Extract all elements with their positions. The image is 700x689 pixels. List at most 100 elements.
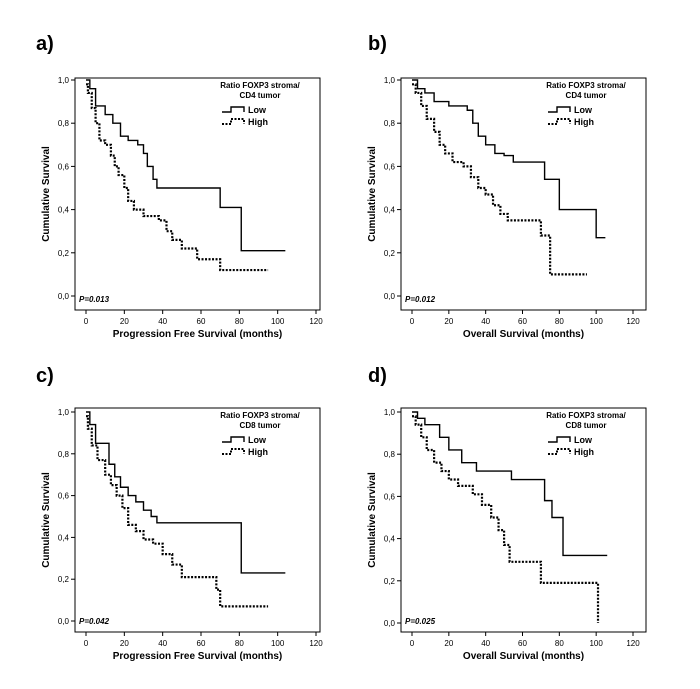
x-tick-label: 40	[481, 317, 490, 326]
km-curve-low	[412, 411, 608, 557]
y-tick-label: 1,0	[58, 408, 70, 417]
y-tick-label: 0,0	[384, 619, 396, 628]
km-curve-high	[412, 415, 600, 623]
panel-label: c)	[36, 365, 54, 387]
x-tick-label: 20	[444, 317, 453, 326]
y-tick-label: 0,2	[384, 249, 396, 258]
x-tick-label: 20	[120, 317, 129, 326]
x-tick-label: 80	[555, 639, 564, 648]
y-tick-label: 0,0	[58, 292, 70, 301]
panel-label: a)	[36, 33, 54, 55]
km-curve-low	[412, 79, 606, 239]
km-panel-2: b) 0,0 0,2 0,4 0,6 0,8 1,0 0 20 40 60 80 100 120 Overa…	[367, 33, 647, 340]
km-curve-high	[86, 415, 269, 608]
x-tick-label: 60	[518, 317, 527, 326]
y-tick-label: 0,8	[384, 450, 396, 459]
legend-title: CD8 tumor	[240, 421, 281, 430]
x-tick-label: 100	[271, 639, 285, 648]
y-tick-label: 0,0	[58, 617, 70, 626]
x-tick-label: 40	[481, 639, 490, 648]
legend-title: Ratio FOXP3 stroma/	[220, 411, 300, 420]
p-value-label: P=0.025	[405, 617, 436, 626]
y-axis-title: Cumulative Survival	[41, 146, 52, 242]
y-tick-label: 1,0	[384, 408, 396, 417]
y-tick-label: 0,4	[384, 535, 396, 544]
x-tick-label: 20	[120, 639, 129, 648]
y-tick-label: 0,4	[58, 533, 70, 542]
km-curve-high	[86, 83, 269, 272]
y-tick-label: 1,0	[58, 76, 70, 85]
legend-label-low: Low	[248, 105, 267, 115]
x-tick-label: 100	[589, 639, 603, 648]
x-tick-label: 120	[309, 317, 323, 326]
legend-label-low: Low	[574, 435, 593, 445]
legend-swatch-low	[222, 106, 245, 113]
p-value-label: P=0.012	[405, 295, 436, 304]
legend-label-high: High	[248, 447, 268, 457]
legend-label-low: Low	[574, 105, 593, 115]
x-tick-label: 0	[84, 317, 89, 326]
km-curve-high	[412, 83, 587, 276]
km-curve-low	[86, 79, 286, 252]
x-tick-label: 100	[589, 317, 603, 326]
x-tick-label: 0	[410, 639, 415, 648]
plot-frame	[400, 407, 647, 633]
x-tick-label: 120	[309, 639, 323, 648]
y-tick-label: 0,6	[384, 492, 396, 501]
x-tick-label: 80	[235, 639, 244, 648]
y-tick-label: 0,2	[384, 577, 396, 586]
plot-frame	[74, 407, 321, 633]
km-curve-low	[86, 411, 286, 574]
y-tick-label: 0,2	[58, 575, 70, 584]
x-axis-title: Overall Survival (months)	[463, 329, 584, 340]
p-value-label: P=0.042	[79, 617, 110, 626]
x-tick-label: 100	[271, 317, 285, 326]
y-axis-title: Cumulative Survival	[41, 472, 52, 568]
legend-swatch-low	[222, 436, 245, 443]
x-axis-title: Progression Free Survival (months)	[113, 651, 283, 662]
km-panel-4: d) 0,0 0,2 0,4 0,6 0,8 1,0 0 20 40 60 80 100 120 Overa…	[367, 365, 647, 662]
y-axis-title: Cumulative Survival	[367, 472, 378, 568]
legend-label-high: High	[574, 117, 594, 127]
legend-title: Ratio FOXP3 stroma/	[546, 81, 626, 90]
y-axis-title: Cumulative Survival	[367, 146, 378, 242]
y-tick-label: 0,4	[384, 206, 396, 215]
x-tick-label: 80	[235, 317, 244, 326]
legend-swatch-high	[222, 448, 245, 455]
legend-label-low: Low	[248, 435, 267, 445]
legend-title: CD8 tumor	[566, 421, 607, 430]
x-tick-label: 40	[158, 317, 167, 326]
km-panel-1: a) 0,0 0,2 0,4 0,6 0,8 1,0 0 20 40 60 80 100 120 Progr…	[36, 33, 323, 340]
legend-label-high: High	[248, 117, 268, 127]
y-tick-label: 0,8	[384, 119, 396, 128]
y-tick-label: 1,0	[384, 76, 396, 85]
x-tick-label: 0	[410, 317, 415, 326]
plot-frame	[400, 77, 647, 311]
legend-label-high: High	[574, 447, 594, 457]
y-tick-label: 0,6	[58, 492, 70, 501]
x-tick-label: 60	[518, 639, 527, 648]
y-tick-label: 0,8	[58, 450, 70, 459]
x-tick-label: 60	[197, 639, 206, 648]
x-tick-label: 80	[555, 317, 564, 326]
y-tick-label: 0,6	[58, 162, 70, 171]
legend-swatch-high	[222, 118, 245, 125]
legend-title: Ratio FOXP3 stroma/	[220, 81, 300, 90]
x-tick-label: 0	[84, 639, 89, 648]
legend-title: CD4 tumor	[566, 91, 607, 100]
p-value-label: P=0.013	[79, 295, 110, 304]
legend-swatch-high	[548, 118, 571, 125]
legend-swatch-low	[548, 436, 571, 443]
x-axis-title: Progression Free Survival (months)	[113, 329, 283, 340]
x-axis-title: Overall Survival (months)	[463, 651, 584, 662]
panel-label: d)	[368, 365, 387, 387]
legend-title: Ratio FOXP3 stroma/	[546, 411, 626, 420]
y-tick-label: 0,4	[58, 206, 70, 215]
y-tick-label: 0,8	[58, 119, 70, 128]
x-tick-label: 20	[444, 639, 453, 648]
panel-label: b)	[368, 33, 387, 55]
legend-swatch-high	[548, 448, 571, 455]
km-panel-3: c) 0,0 0,2 0,4 0,6 0,8 1,0 0 20 40 60 80 100 120 Progr…	[36, 365, 323, 662]
y-tick-label: 0,0	[384, 292, 396, 301]
